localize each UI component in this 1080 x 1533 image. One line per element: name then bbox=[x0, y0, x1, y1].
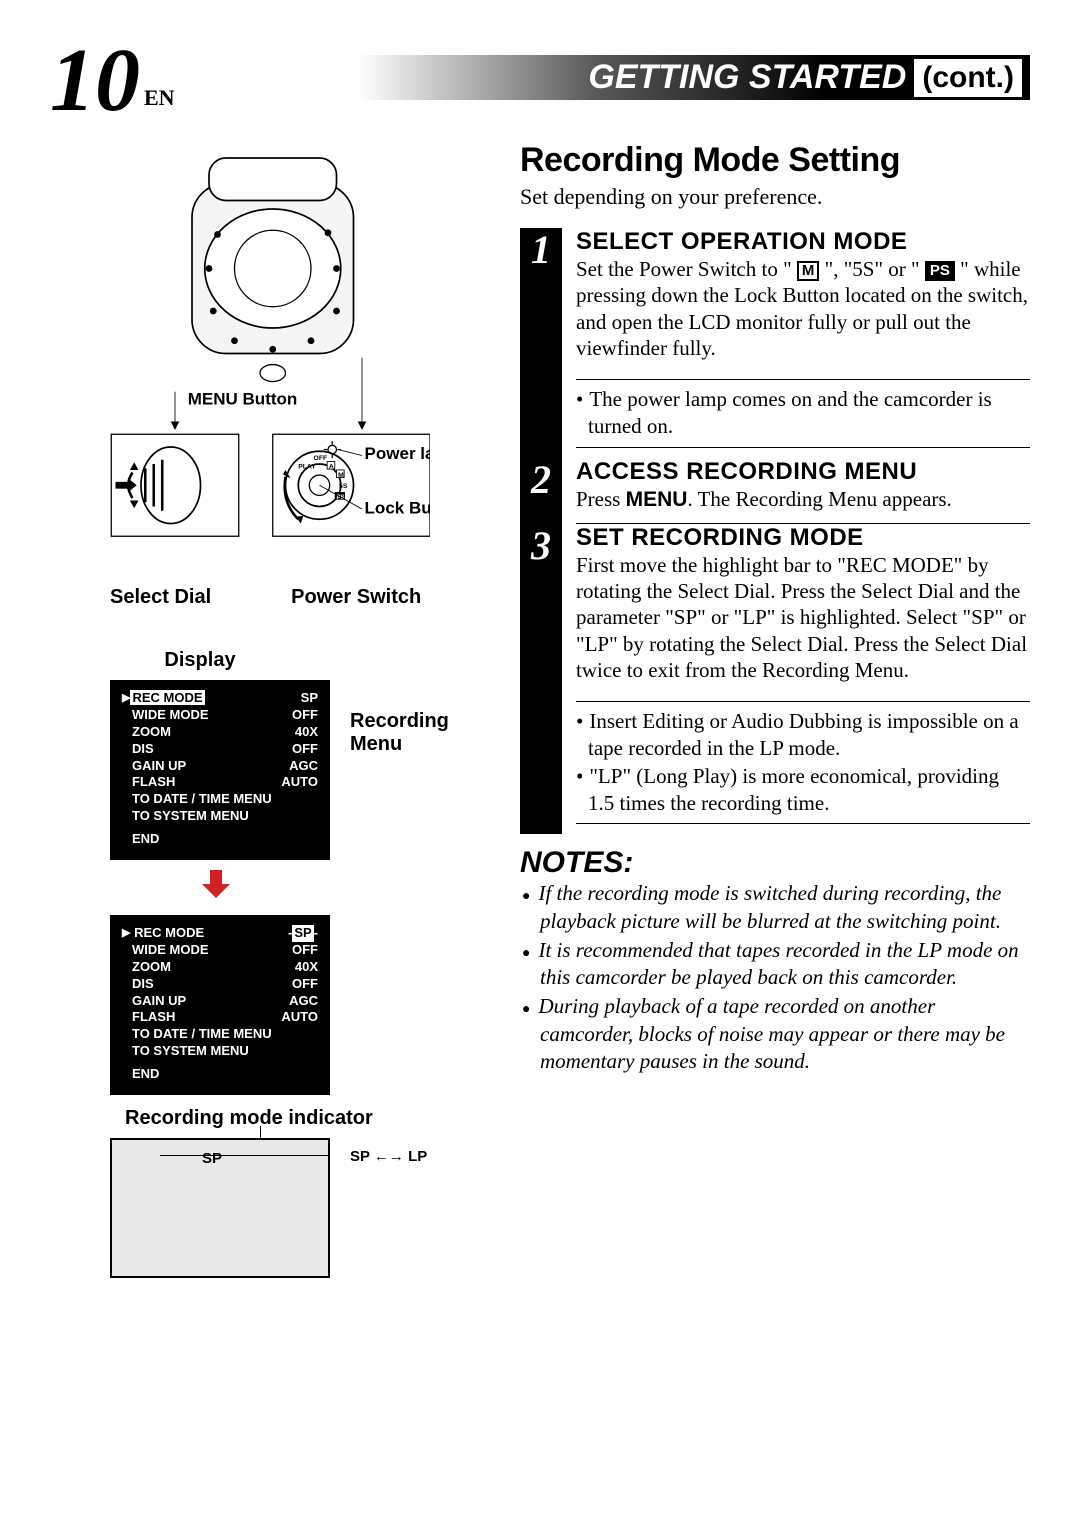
svg-text:M: M bbox=[338, 472, 344, 479]
svg-text:OFF: OFF bbox=[314, 455, 328, 462]
page-header: 10 EN GETTING STARTED (cont.) bbox=[50, 40, 1030, 121]
rec-sp-text: SP bbox=[202, 1150, 222, 1167]
step-1-notes: The power lamp comes on and the camcorde… bbox=[520, 371, 1030, 458]
header-band: GETTING STARTED (cont.) bbox=[358, 55, 1030, 100]
notes-title: NOTES: bbox=[520, 846, 1030, 880]
section-subtitle: Set depending on your preference. bbox=[520, 184, 1030, 210]
display-label: Display bbox=[0, 649, 480, 672]
note-1: If the recording mode is switched during… bbox=[540, 880, 1030, 935]
step-1-title: SELECT OPERATION MODE bbox=[576, 228, 1030, 256]
left-column: PLAY OFF A M 5S PS MENU Button Power lam… bbox=[50, 141, 480, 1278]
step-2: 2 ACCESS RECORDING MENU Press MENU. The … bbox=[520, 458, 1030, 523]
rec-indicator-caption: SP ←→ LP bbox=[350, 1148, 427, 1165]
section-title: Recording Mode Setting bbox=[520, 141, 1030, 180]
step-3-notes: Insert Editing or Audio Dubbing is impos… bbox=[520, 693, 1030, 834]
page-lang: EN bbox=[144, 85, 175, 111]
m-icon: M bbox=[797, 261, 820, 282]
step-1: 1 SELECT OPERATION MODE Set the Power Sw… bbox=[520, 228, 1030, 371]
svg-text:A: A bbox=[329, 463, 334, 470]
note-3: During playback of a tape recorded on an… bbox=[540, 993, 1030, 1075]
step-2-title: ACCESS RECORDING MENU bbox=[576, 458, 1030, 486]
step-1-number: 1 bbox=[520, 228, 562, 371]
svg-text:PLAY: PLAY bbox=[298, 463, 316, 470]
step-3-title: SET RECORDING MODE bbox=[576, 524, 1030, 552]
notes-list: If the recording mode is switched during… bbox=[520, 880, 1030, 1075]
step-3-note-1: Insert Editing or Audio Dubbing is impos… bbox=[588, 708, 1030, 763]
step-3-body: First move the highlight bar to "REC MOD… bbox=[576, 552, 1030, 683]
recording-menu-label: Recording Menu bbox=[350, 710, 480, 756]
power-lamp-label: Power lamp bbox=[365, 444, 430, 463]
step-1-note-1: The power lamp comes on and the camcorde… bbox=[588, 386, 1030, 441]
step-3-note-2: "LP" (Long Play) is more economical, pro… bbox=[588, 763, 1030, 818]
header-cont: (cont.) bbox=[914, 59, 1022, 97]
right-column: Recording Mode Setting Set depending on … bbox=[520, 141, 1030, 1278]
page-number: 10 bbox=[50, 40, 140, 121]
step-2-number: 2 bbox=[520, 458, 562, 523]
recording-mode-indicator-title: Recording mode indicator bbox=[125, 1107, 480, 1130]
step-1-body: Set the Power Switch to " M ", "5S" or "… bbox=[576, 256, 1030, 361]
camcorder-illustration: PLAY OFF A M 5S PS MENU Button Power lam… bbox=[90, 141, 430, 566]
ps-icon: PS bbox=[925, 261, 955, 282]
step-3-number: 3 bbox=[520, 524, 562, 693]
svg-text:5S: 5S bbox=[339, 483, 348, 490]
header-title: GETTING STARTED bbox=[588, 58, 906, 97]
step-3: 3 SET RECORDING MODE First move the high… bbox=[520, 524, 1030, 693]
recording-menu-1: ▶REC MODESP WIDE MODEOFF ZOOM40X DISOFF … bbox=[110, 680, 330, 860]
menu-button-label: MENU Button bbox=[188, 390, 298, 409]
select-dial-label: Select Dial bbox=[110, 586, 211, 609]
power-switch-label: Power Switch bbox=[291, 586, 421, 609]
step-2-body: Press MENU. The Recording Menu appears. bbox=[576, 486, 1030, 513]
lock-button-label: Lock Button bbox=[365, 498, 430, 517]
recording-mode-indicator-box: SP bbox=[110, 1138, 330, 1278]
switch-labels: Select Dial Power Switch bbox=[110, 586, 480, 609]
down-arrow-icon bbox=[200, 868, 232, 900]
note-2: It is recommended that tapes recorded in… bbox=[540, 937, 1030, 992]
recording-menu-2: ▶ REC MODE-SP- WIDE MODEOFF ZOOM40X DISO… bbox=[110, 915, 330, 1095]
